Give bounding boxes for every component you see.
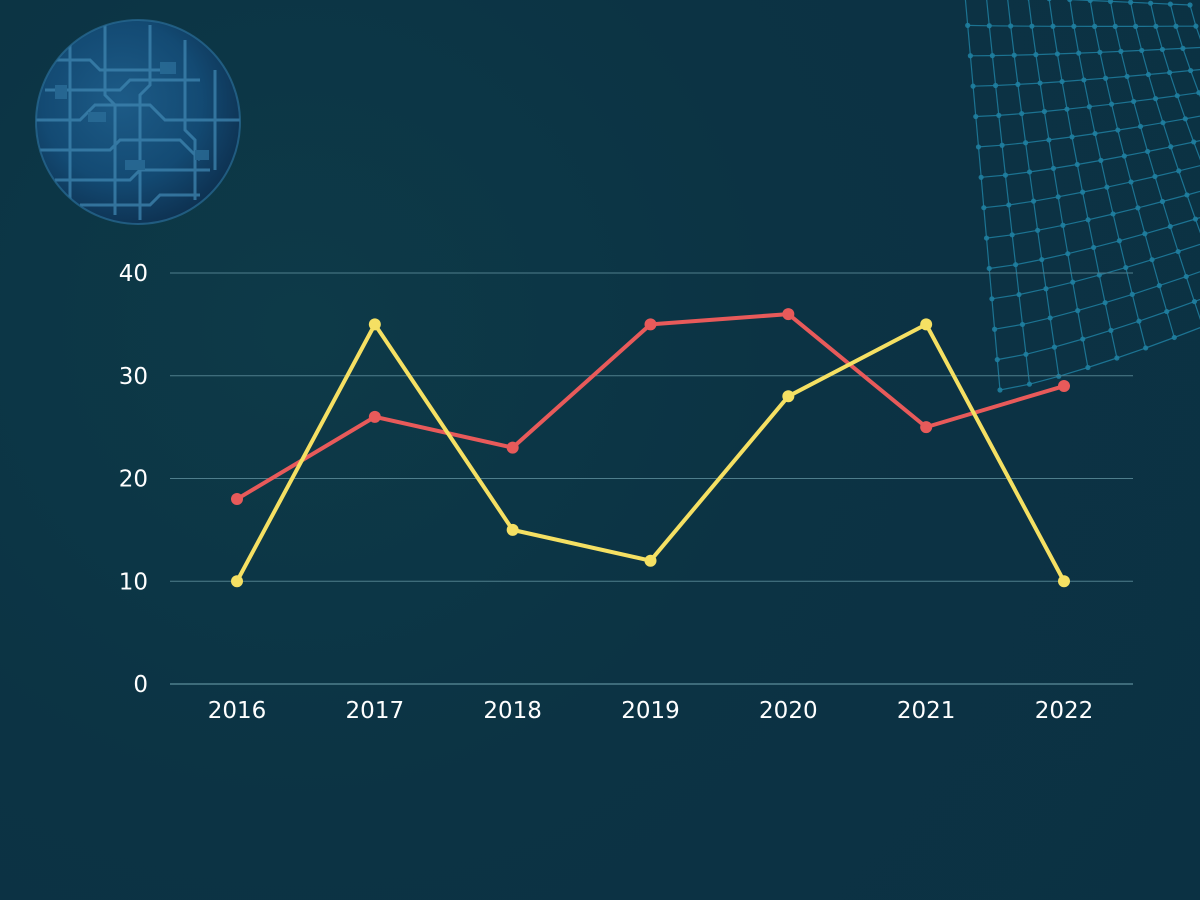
series-1-point <box>644 318 657 331</box>
series-1-point <box>368 410 381 423</box>
series-2-point <box>368 318 381 331</box>
y-tick-label: 20 <box>119 467 148 493</box>
x-tick-label: 2019 <box>621 698 680 724</box>
y-tick-label: 30 <box>119 364 148 390</box>
series-2-point <box>644 554 657 567</box>
y-tick-label: 0 <box>133 672 148 698</box>
series-1 <box>231 308 1070 506</box>
series-1-line <box>235 312 1066 502</box>
x-tick-label: 2022 <box>1035 698 1094 724</box>
x-tick-label: 2017 <box>346 698 405 724</box>
x-tick-label: 2016 <box>208 698 267 724</box>
series-2-point <box>1058 575 1070 588</box>
series-2-point <box>506 523 519 536</box>
series-1-point <box>231 493 243 506</box>
y-tick-label: 10 <box>119 569 148 595</box>
series-1-point <box>920 421 933 434</box>
circuit-globe-icon <box>35 19 241 225</box>
x-tick-label: 2018 <box>483 698 542 724</box>
series-2 <box>231 318 1070 588</box>
series-2-line <box>235 322 1066 584</box>
x-tick-label: 2020 <box>759 698 818 724</box>
y-tick-label: 40 <box>119 261 148 287</box>
series-2-point <box>231 575 243 588</box>
series-2-point <box>920 318 933 331</box>
series-1-point <box>1058 380 1070 393</box>
series-1-point <box>506 441 519 454</box>
series-2-point <box>782 390 795 403</box>
x-tick-label: 2021 <box>897 698 956 724</box>
mesh-sphere-icon <box>964 0 1200 393</box>
series-1-point <box>782 308 795 321</box>
